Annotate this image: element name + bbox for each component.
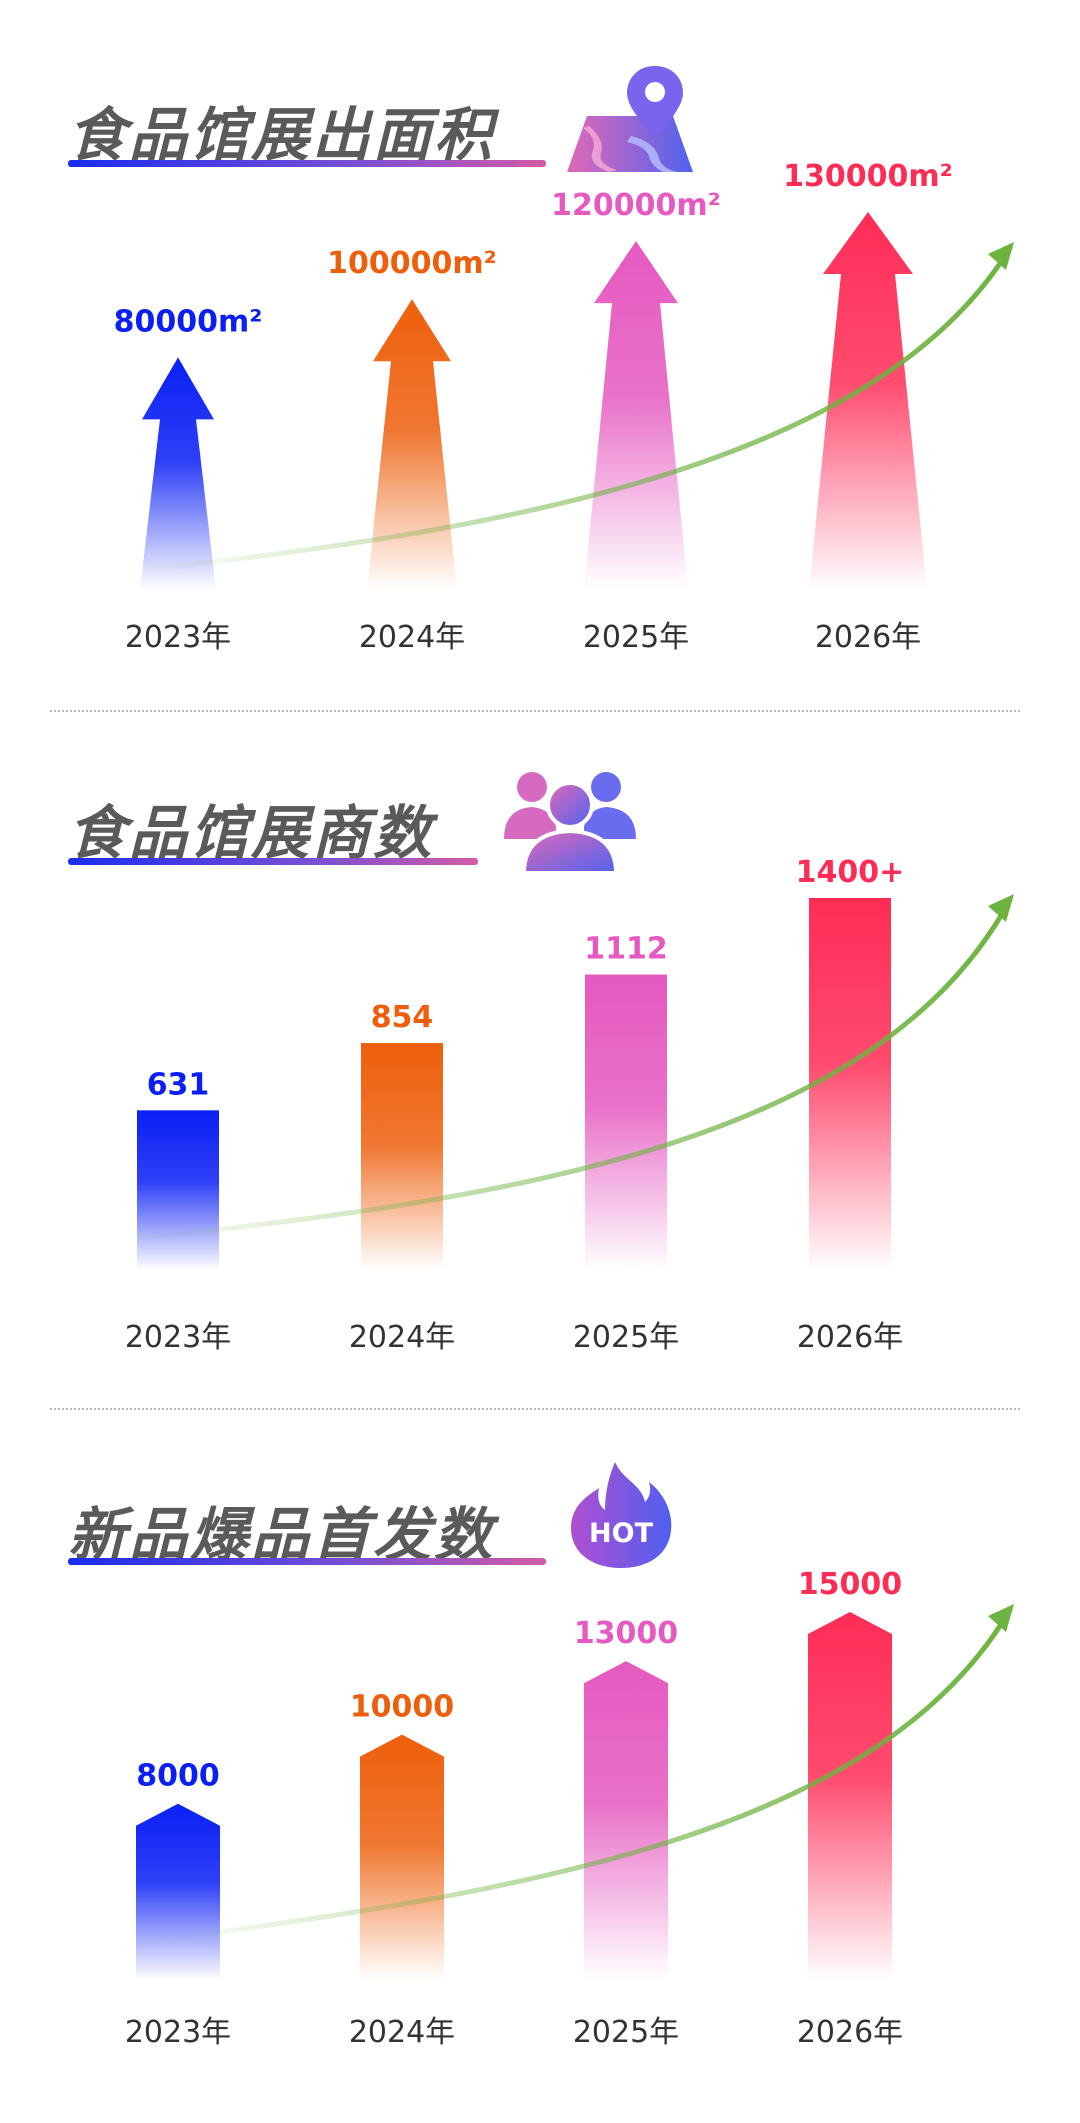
users-group-icon — [500, 765, 640, 875]
section-exhibitor-count: 食品馆展商数 631 2023年 854 2024年 1112 2025年 1400+ 202… — [0, 720, 1080, 1420]
title-underline — [68, 1558, 546, 1565]
bar-column — [809, 898, 891, 1270]
chart-exhibitor-count: 631 2023年 854 2024年 1112 2025年 1400+ 2026年 — [0, 850, 1080, 1370]
data-label: 100000m² — [327, 246, 497, 281]
bar-arrow — [140, 357, 216, 590]
x-tick-label: 2025年 — [583, 620, 689, 655]
section-title: 新品爆品首发数 — [68, 1501, 496, 1569]
section-new-product-launches: 新品爆品首发数 HOT 8000 2023年 10000 2024年 13000 2025… — [0, 1420, 1080, 2123]
bar-pointed-column — [584, 1661, 668, 1980]
x-tick-label: 2026年 — [797, 2015, 903, 2050]
trend-arrow-head — [988, 242, 1014, 270]
x-tick-label: 2025年 — [573, 2015, 679, 2050]
data-label: 15000 — [798, 1567, 902, 1602]
trend-arrow-line — [157, 1607, 1013, 1943]
section-divider — [50, 710, 1020, 712]
title-underline — [68, 858, 478, 865]
bar-arrow — [584, 241, 688, 591]
x-tick-label: 2023年 — [125, 1320, 231, 1355]
trend-arrow-head — [988, 894, 1014, 922]
x-tick-label: 2023年 — [125, 620, 231, 655]
bar-column — [361, 1043, 443, 1270]
bar-pointed-column — [808, 1612, 892, 1980]
x-tick-label: 2026年 — [797, 1320, 903, 1355]
bar-arrow — [809, 212, 927, 590]
section-divider — [50, 1408, 1020, 1410]
data-label: 80000m² — [114, 304, 263, 339]
bar-column — [585, 974, 667, 1270]
x-tick-label: 2023年 — [125, 2015, 231, 2050]
data-label: 631 — [147, 1067, 210, 1102]
data-label: 1112 — [584, 932, 668, 967]
bar-pointed-column — [360, 1734, 444, 1980]
x-tick-label: 2024年 — [349, 1320, 455, 1355]
data-label: 1400+ — [796, 855, 905, 890]
trend-arrow-head — [988, 1604, 1014, 1632]
chart-exhibition-area: 80000m² 2023年 100000m² 2024年 120000m² 2025年 13… — [0, 150, 1080, 680]
title-underline — [68, 160, 546, 167]
section-exhibition-area: 食品馆展出面积 80000m² 2023年 100000m² 2024年 120000m… — [0, 0, 1080, 720]
data-label: 120000m² — [551, 188, 721, 223]
hot-flame-icon: HOT — [565, 1458, 677, 1570]
x-tick-label: 2024年 — [349, 2015, 455, 2050]
x-tick-label: 2026年 — [815, 620, 921, 655]
hot-label: HOT — [589, 1518, 654, 1549]
data-label: 130000m² — [783, 159, 953, 194]
x-tick-label: 2024年 — [359, 620, 465, 655]
data-label: 854 — [371, 1000, 434, 1035]
data-label: 8000 — [136, 1759, 220, 1794]
map-pin-icon — [565, 66, 695, 176]
data-label: 10000 — [350, 1690, 454, 1725]
bar-pointed-column — [136, 1803, 220, 1980]
trend-arrow-line — [117, 897, 1013, 1243]
trend-arrow-line — [137, 245, 1013, 573]
data-label: 13000 — [574, 1616, 678, 1651]
bar-column — [137, 1110, 219, 1270]
x-tick-label: 2025年 — [573, 1320, 679, 1355]
section-title: 食品馆展商数 — [68, 799, 435, 867]
section-title: 食品馆展出面积 — [68, 101, 496, 169]
bar-arrow — [367, 299, 457, 590]
chart-new-product-launches: 8000 2023年 10000 2024年 13000 2025年 15000 2026年 — [0, 1560, 1080, 2090]
